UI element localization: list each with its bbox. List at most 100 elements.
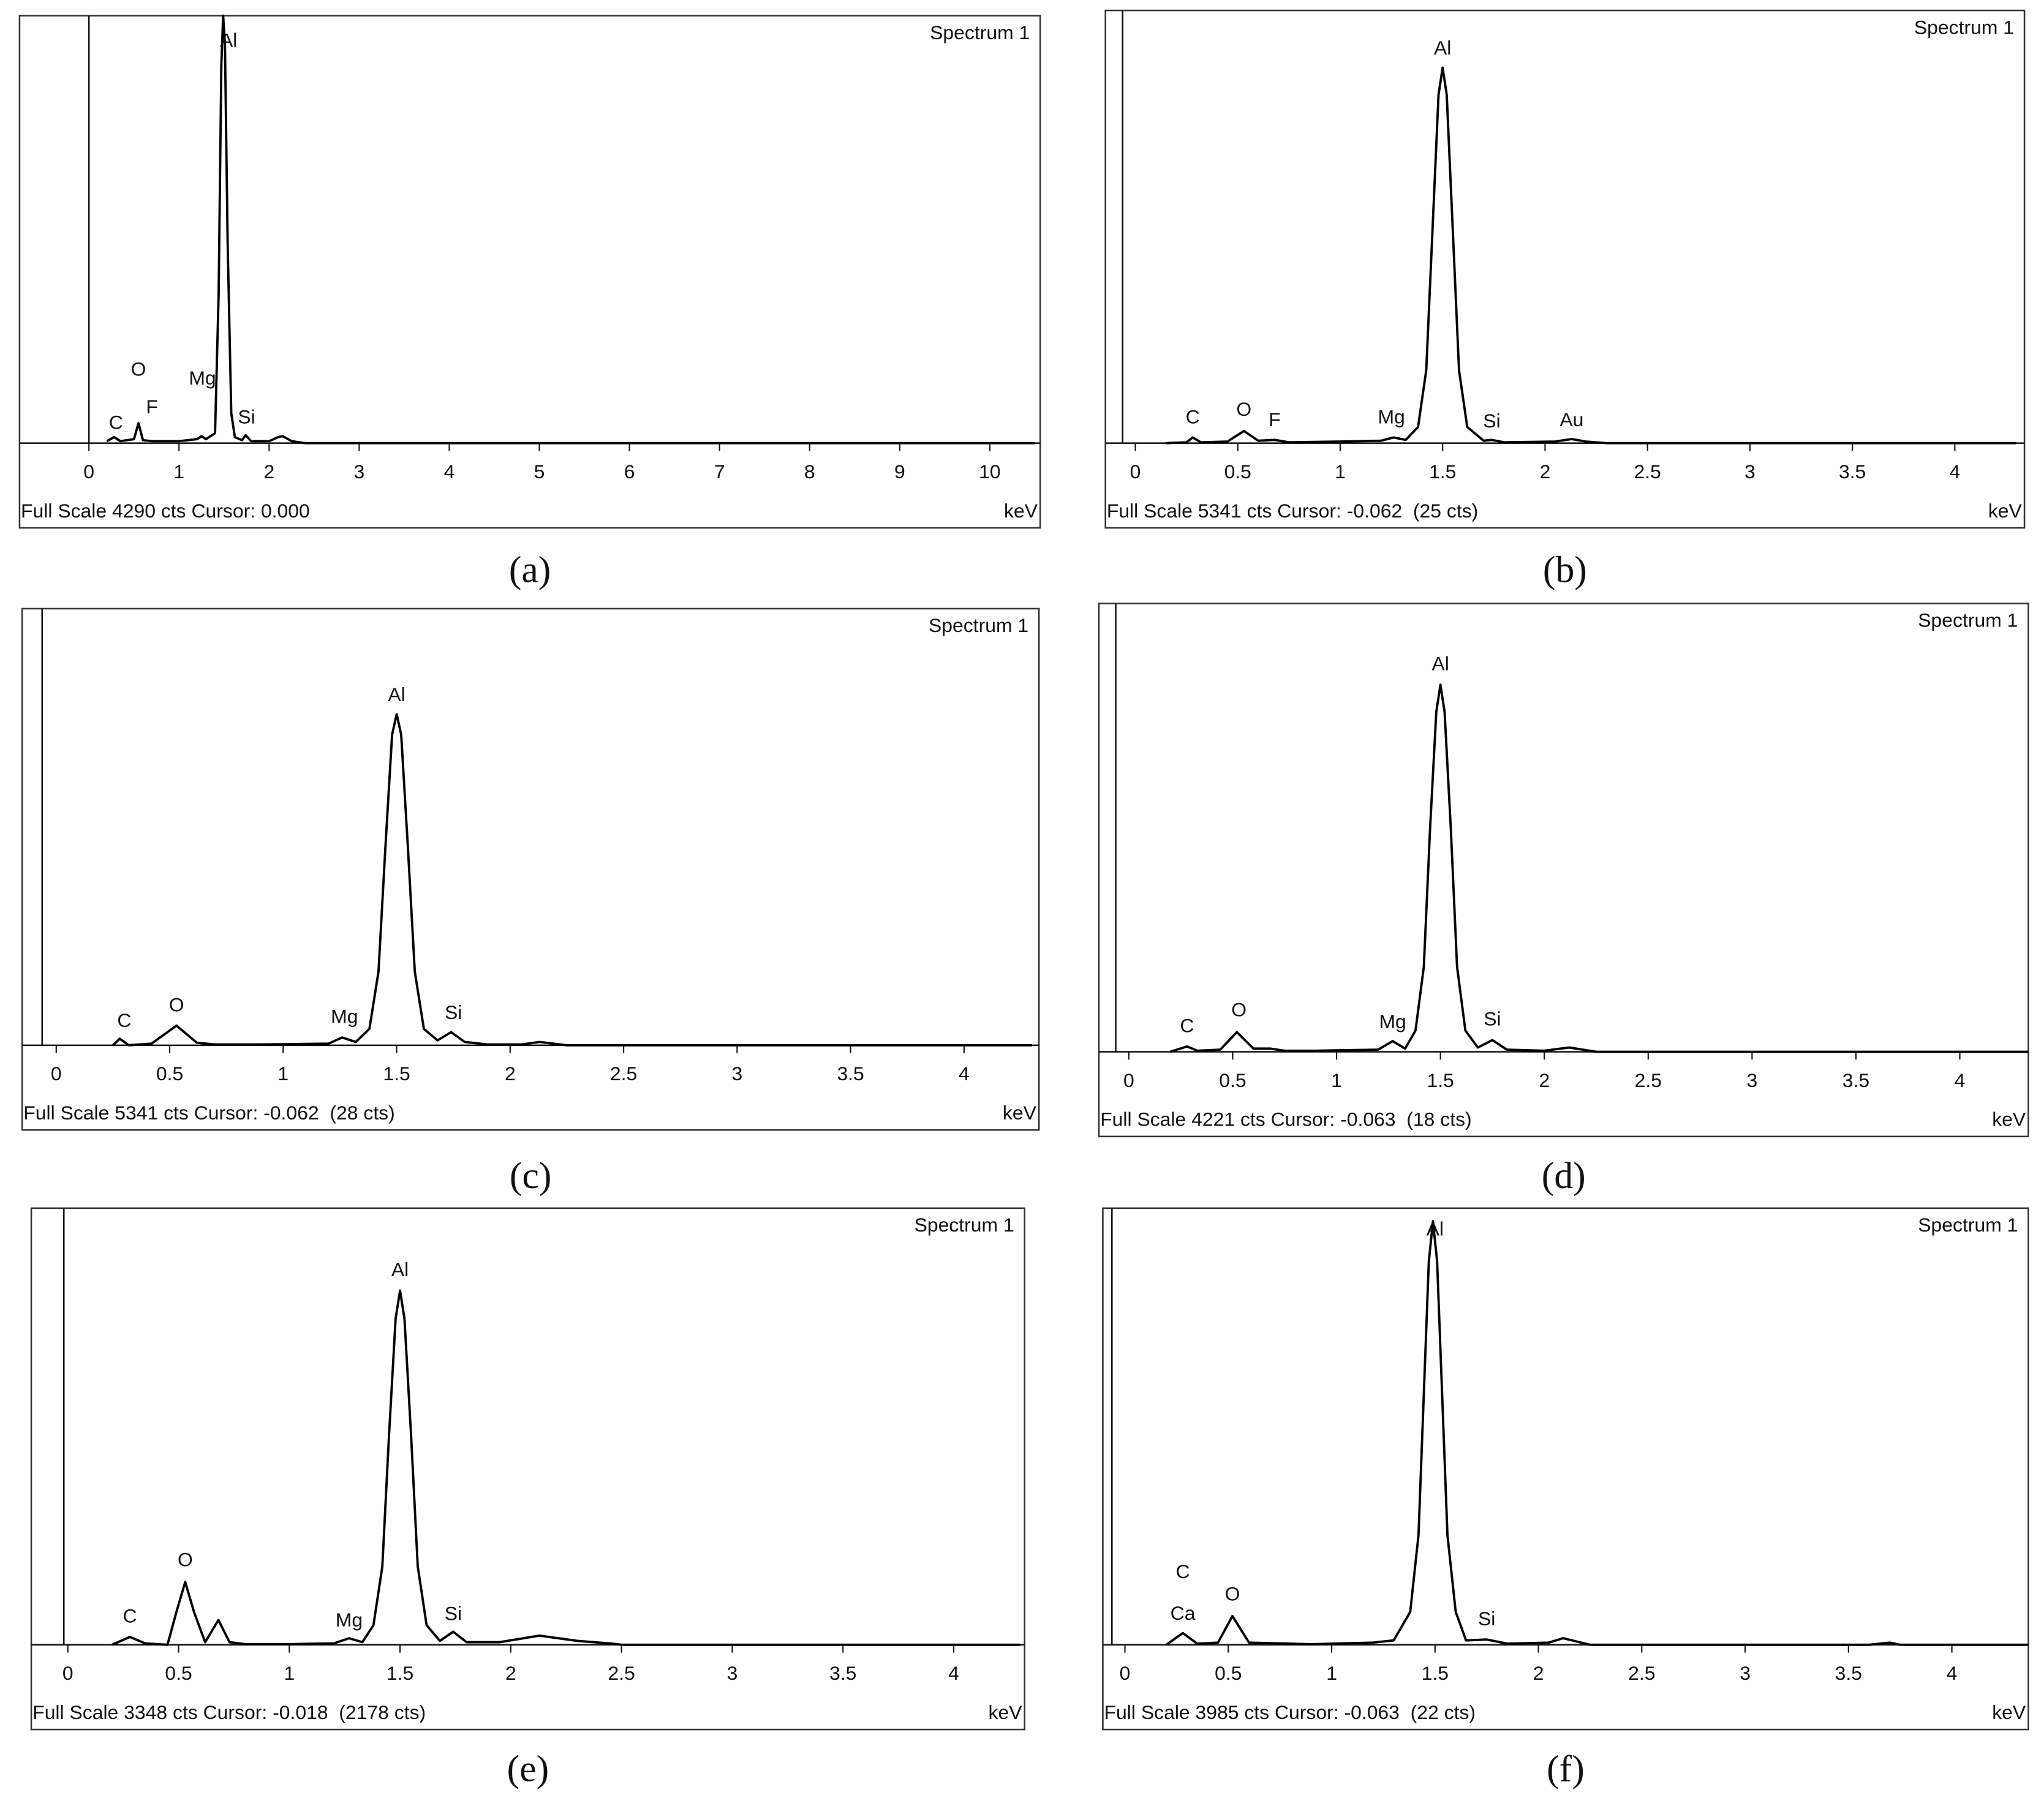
panel-frame [21, 607, 1040, 1131]
x-axis-label: keV [989, 1701, 1023, 1723]
x-tick-label: 3.5 [837, 1062, 864, 1085]
x-tick-label: 1 [1335, 461, 1346, 483]
peak-label: Si [445, 1602, 462, 1624]
peak-label: O [1236, 398, 1251, 420]
peak-label: Al [388, 683, 405, 705]
peak-label: C [1186, 406, 1200, 428]
x-tick-label: 4 [948, 1662, 959, 1684]
peak-label: O [178, 1549, 193, 1571]
x-tick-label: 0 [1130, 461, 1141, 483]
x-tick-label: 2 [505, 1662, 516, 1684]
x-tick-label: 1.5 [1429, 461, 1456, 483]
footer: Full Scale 5341 cts Cursor: -0.062 (28 c… [23, 1102, 394, 1124]
spectrum-line [111, 1289, 1020, 1646]
x-tick-label: 0 [1123, 1069, 1134, 1091]
panel-frame [18, 15, 1041, 529]
peak-label: Si [1484, 1008, 1501, 1030]
x-tick-label: 0.5 [165, 1662, 192, 1684]
spectrum-title: Spectrum 1 [930, 21, 1030, 43]
peak-label: C [109, 411, 123, 433]
peak-label: Mg [1378, 406, 1405, 428]
x-tick-label: 0 [62, 1662, 74, 1684]
x-tick-label: 0.5 [1219, 1069, 1246, 1091]
peak-label: Si [1478, 1608, 1495, 1630]
x-tick-label: 5 [534, 461, 545, 483]
caption: (c) [510, 1155, 551, 1197]
panel-frame [1104, 9, 2026, 529]
peak-label: Si [445, 1001, 462, 1023]
spectrum-line [1170, 683, 2029, 1053]
spectrum-title: Spectrum 1 [1918, 1214, 2018, 1236]
x-axis-label: keV [1988, 500, 2023, 522]
peak-label: Al [1431, 653, 1449, 675]
x-axis-label: keV [1992, 1701, 2026, 1723]
spectrum-title: Spectrum 1 [1914, 16, 2014, 38]
peak-label: Si [238, 405, 255, 427]
x-tick-label: 0.5 [156, 1062, 183, 1085]
peak-label: Al [1434, 37, 1451, 59]
spectrum-line [1166, 66, 2016, 445]
peak-label: C [1176, 1560, 1190, 1582]
peak-label: Al [391, 1258, 409, 1281]
x-tick-label: 2.5 [1635, 1069, 1662, 1091]
x-tick-label: 2.5 [1634, 461, 1661, 483]
panel-frame [30, 1207, 1026, 1731]
x-tick-label: 0 [83, 461, 94, 483]
x-tick-label: 2 [263, 461, 274, 483]
x-tick-label: 9 [894, 461, 905, 483]
peak-label: Au [1559, 408, 1583, 431]
x-tick-label: 1 [1326, 1662, 1337, 1684]
x-tick-label: 2 [1533, 1662, 1544, 1684]
x-tick-label: 4 [1955, 1069, 1966, 1091]
panel-frame [1098, 603, 2029, 1138]
x-tick-label: 1 [277, 1062, 288, 1085]
caption: (d) [1542, 1155, 1586, 1197]
peak-label: Ca [1171, 1602, 1196, 1624]
x-tick-label: 3.5 [1842, 1069, 1869, 1091]
caption: (a) [509, 549, 551, 591]
spectrum-line [112, 713, 1033, 1047]
peak-label: O [1225, 1582, 1240, 1604]
footer: Full Scale 4221 cts Cursor: -0.063 (18 c… [1100, 1108, 1471, 1130]
peak-label: C [117, 1009, 131, 1031]
x-tick-label: 0.5 [1215, 1662, 1242, 1684]
x-tick-label: 0 [51, 1062, 62, 1085]
peak-label: O [1231, 998, 1246, 1020]
x-tick-label: 2 [505, 1062, 516, 1085]
x-tick-label: 3 [354, 461, 365, 483]
x-tick-label: 1 [1331, 1069, 1342, 1091]
peak-label: Mg [331, 1006, 358, 1028]
x-tick-label: 3 [1747, 1069, 1758, 1091]
x-tick-label: 1 [284, 1662, 295, 1684]
peak-label: C [1180, 1014, 1194, 1036]
x-tick-label: 0.5 [1224, 461, 1251, 483]
x-tick-label: 2 [1539, 1069, 1550, 1091]
peak-label: Si [1483, 410, 1500, 432]
x-tick-label: 10 [979, 461, 1001, 483]
caption: (f) [1547, 1748, 1585, 1790]
x-tick-label: 3.5 [1839, 461, 1866, 483]
x-tick-label: 3 [1744, 461, 1756, 483]
x-tick-label: 3.5 [1835, 1662, 1862, 1684]
x-tick-label: 1.5 [1427, 1069, 1454, 1091]
x-tick-label: 2.5 [608, 1662, 635, 1684]
caption: (e) [507, 1748, 549, 1790]
panel-frame [1102, 1207, 2029, 1731]
peak-label: O [131, 358, 146, 380]
peak-label: Mg [189, 367, 216, 389]
x-tick-label: 6 [624, 461, 635, 483]
x-tick-label: 1.5 [383, 1062, 410, 1085]
peak-label: C [123, 1605, 137, 1627]
peak-label: Mg [336, 1609, 363, 1631]
x-tick-label: 4 [1949, 461, 1960, 483]
footer: Full Scale 5341 cts Cursor: -0.062 (25 c… [1107, 500, 1478, 522]
x-tick-label: 4 [1947, 1662, 1958, 1684]
x-axis-label: keV [1992, 1108, 2026, 1130]
caption: (b) [1543, 549, 1587, 591]
peak-label: F [146, 396, 158, 418]
x-tick-label: 7 [714, 461, 725, 483]
peak-label: O [169, 993, 184, 1015]
x-tick-label: 2 [1540, 461, 1551, 483]
